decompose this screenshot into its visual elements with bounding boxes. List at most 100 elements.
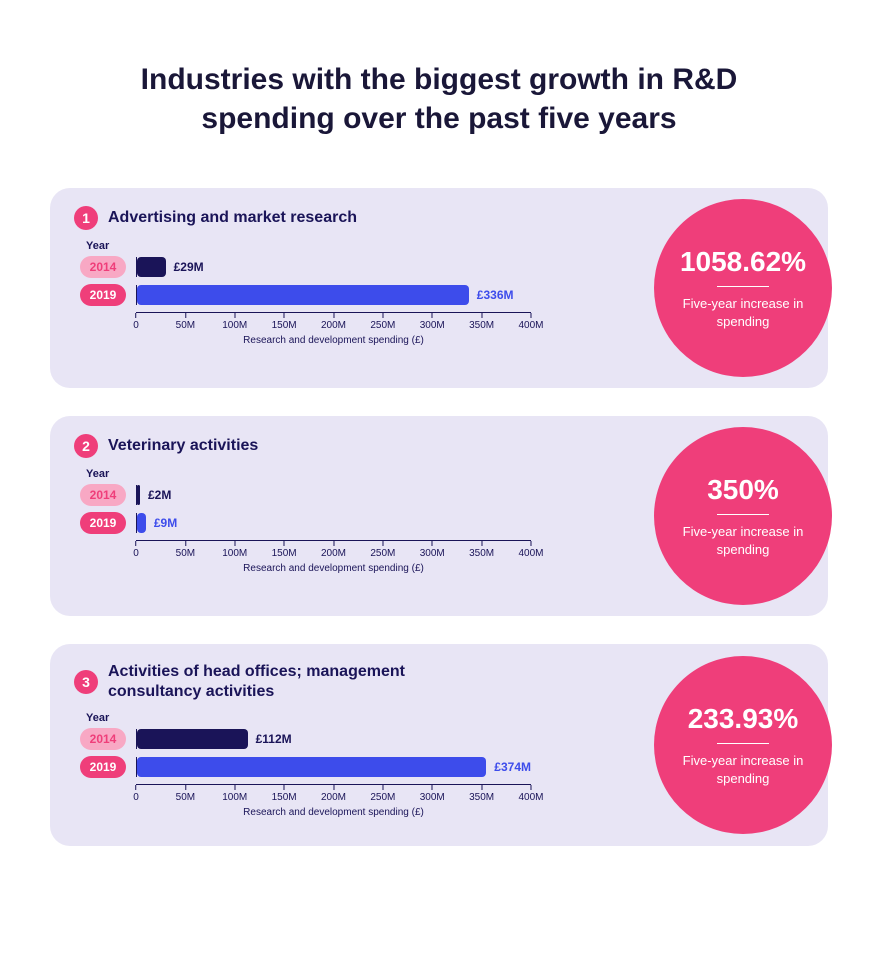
tick-label: 50M <box>176 792 195 803</box>
axis-tick: 300M <box>420 313 445 331</box>
year-pill: 2019 <box>80 756 126 778</box>
axis-tick: 150M <box>272 313 297 331</box>
industry-card: 1 Advertising and market research Year 2014… <box>50 188 828 388</box>
rank-badge: 1 <box>74 206 98 230</box>
tick-label: 50M <box>176 320 195 331</box>
bar-value: £29M <box>174 260 204 274</box>
stat-divider <box>717 743 769 744</box>
bar-chart: Year 2014£112M 2019 £374M 0 50M 100M 150M 200M 25… <box>80 712 540 824</box>
tick-label: 350M <box>469 548 494 559</box>
stat-circle: 350%Five-year increase in spending <box>654 427 832 605</box>
x-axis: 050M100M150M200M250M300M350M400MResearch… <box>136 784 531 824</box>
year-header: Year <box>86 468 540 480</box>
bar <box>137 513 146 533</box>
stat-circle: 1058.62% Five-year increase in spending <box>654 199 832 377</box>
rank-badge: 2 <box>74 434 98 458</box>
axis-tick: 300M <box>420 785 445 803</box>
tick-label: 300M <box>420 548 445 559</box>
axis-tick: 150M <box>272 785 297 803</box>
axis-tick: 200M <box>321 785 346 803</box>
axis-title: Research and development spending (£) <box>243 563 424 574</box>
tick-label: 100M <box>222 548 247 559</box>
tick-label: 100M <box>222 320 247 331</box>
axis-tick: 0 <box>133 313 139 331</box>
axis-tick: 50M <box>176 313 195 331</box>
tick-label: 0 <box>133 320 139 331</box>
year-header: Year <box>86 240 540 252</box>
axis-tick: 400M <box>518 313 543 331</box>
tick-label: 0 <box>133 548 139 559</box>
axis-tick: 300M <box>420 541 445 559</box>
axis-tick: 250M <box>370 313 395 331</box>
axis-tick: 50M <box>176 785 195 803</box>
bar <box>137 257 166 277</box>
industry-card: 3 Activities of head offices; management … <box>50 644 828 846</box>
tick-label: 250M <box>370 548 395 559</box>
x-axis: 050M100M150M200M250M300M350M400MResearch… <box>136 540 531 580</box>
stat-circle: 233.93% Five-year increase in spending <box>654 656 832 834</box>
stat-caption: Five-year increase in spending <box>672 752 814 787</box>
axis-tick: 350M <box>469 313 494 331</box>
axis-tick: 400M <box>518 785 543 803</box>
axis-tick: 0 <box>133 541 139 559</box>
tick-label: 150M <box>272 548 297 559</box>
stat-caption: Five-year increase in spending <box>672 295 814 330</box>
tick-label: 150M <box>272 792 297 803</box>
stat-percentage: 1058.62% <box>680 246 806 278</box>
year-pill: 2019 <box>80 512 126 534</box>
bar <box>137 285 469 305</box>
bar-track: £9M <box>136 513 531 533</box>
tick-label: 350M <box>469 320 494 331</box>
bar-value: £2M <box>148 488 171 502</box>
tick-label: 50M <box>176 548 195 559</box>
bar-value: £112M <box>256 732 292 746</box>
bar-row: 2014£112M <box>80 728 540 750</box>
page-title: Industries with the biggest growth in R&… <box>89 60 789 138</box>
bar-row: 2014 £2M <box>80 484 540 506</box>
card-title: Advertising and market research <box>108 208 357 228</box>
axis-tick: 350M <box>469 785 494 803</box>
tick-label: 400M <box>518 320 543 331</box>
bar-row: 2019 £9M <box>80 512 540 534</box>
axis-tick: 100M <box>222 541 247 559</box>
bar-track: £112M <box>136 729 531 749</box>
bar-row: 2019 £374M <box>80 756 540 778</box>
tick-label: 200M <box>321 548 346 559</box>
bar <box>137 729 248 749</box>
tick-label: 0 <box>133 792 139 803</box>
tick-label: 400M <box>518 548 543 559</box>
bar-row: 2019£336M <box>80 284 540 306</box>
card-title: Veterinary activities <box>108 436 258 456</box>
axis-title: Research and development spending (£) <box>243 807 424 818</box>
bar-track: £2M <box>136 485 531 505</box>
tick-label: 250M <box>370 792 395 803</box>
axis-tick: 0 <box>133 785 139 803</box>
year-header: Year <box>86 712 540 724</box>
stat-divider <box>717 514 769 515</box>
axis-tick: 100M <box>222 785 247 803</box>
tick-label: 350M <box>469 792 494 803</box>
industry-card: 2 Veterinary activities Year 2014 £2M 2019 £9M… <box>50 416 828 616</box>
tick-label: 300M <box>420 320 445 331</box>
axis-tick: 200M <box>321 541 346 559</box>
bar-track: £29M <box>136 257 531 277</box>
year-pill: 2014 <box>80 256 126 278</box>
rank-badge: 3 <box>74 670 98 694</box>
bar-chart: Year 2014 £2M 2019 £9M 0 50M 100M 150M 200M 250M 30… <box>80 468 540 580</box>
axis-tick: 50M <box>176 541 195 559</box>
bar-row: 2014 £29M <box>80 256 540 278</box>
axis-tick: 100M <box>222 313 247 331</box>
stat-caption: Five-year increase in spending <box>672 523 814 558</box>
tick-label: 250M <box>370 320 395 331</box>
x-axis: 050M100M150M200M250M300M350M400MResearch… <box>136 312 531 352</box>
stat-percentage: 233.93% <box>688 703 799 735</box>
axis-title: Research and development spending (£) <box>243 335 424 346</box>
bar-track: £374M <box>136 757 531 777</box>
bar <box>137 757 486 777</box>
tick-label: 150M <box>272 320 297 331</box>
year-pill: 2014 <box>80 484 126 506</box>
bar-chart: Year2014£29M2019£336M050M100M150M200M250… <box>80 240 540 352</box>
bar-value: £374M <box>494 760 531 774</box>
card-title: Activities of head offices; management c… <box>108 662 468 702</box>
tick-label: 400M <box>518 792 543 803</box>
